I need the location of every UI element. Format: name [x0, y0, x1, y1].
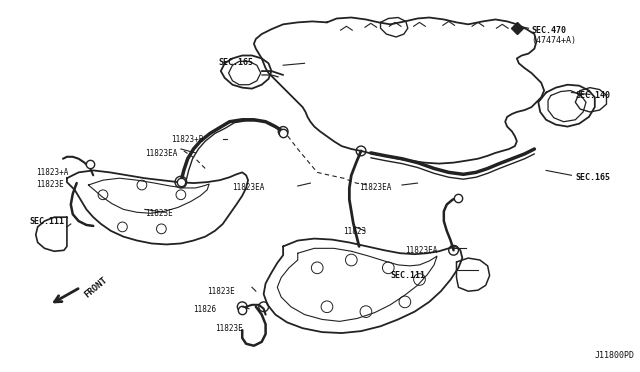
Text: 11823EA: 11823EA — [145, 149, 177, 158]
Text: FRONT: FRONT — [83, 275, 109, 299]
Text: 11823: 11823 — [344, 227, 367, 236]
Text: SEC.470: SEC.470 — [531, 26, 566, 35]
Text: SEC.111: SEC.111 — [390, 271, 425, 280]
Text: SEC.140: SEC.140 — [575, 90, 611, 100]
Text: 11823+A: 11823+A — [36, 169, 68, 177]
Text: 11823EA: 11823EA — [232, 183, 265, 192]
Text: 11823E: 11823E — [145, 209, 173, 218]
Text: 11823E: 11823E — [36, 180, 63, 189]
Text: (47474+A): (47474+A) — [531, 36, 577, 45]
Text: 11826: 11826 — [193, 305, 217, 314]
Text: 11823EA: 11823EA — [359, 183, 392, 192]
Text: 11823E: 11823E — [207, 287, 235, 296]
Text: SEC.111: SEC.111 — [30, 217, 65, 226]
Text: 11823E: 11823E — [215, 324, 243, 333]
Text: SEC.165: SEC.165 — [575, 173, 611, 182]
Text: 11823+B: 11823+B — [171, 135, 204, 144]
Text: SEC.165: SEC.165 — [219, 58, 254, 67]
Text: J11800PD: J11800PD — [595, 350, 635, 360]
Text: 11823EA: 11823EA — [405, 246, 437, 256]
